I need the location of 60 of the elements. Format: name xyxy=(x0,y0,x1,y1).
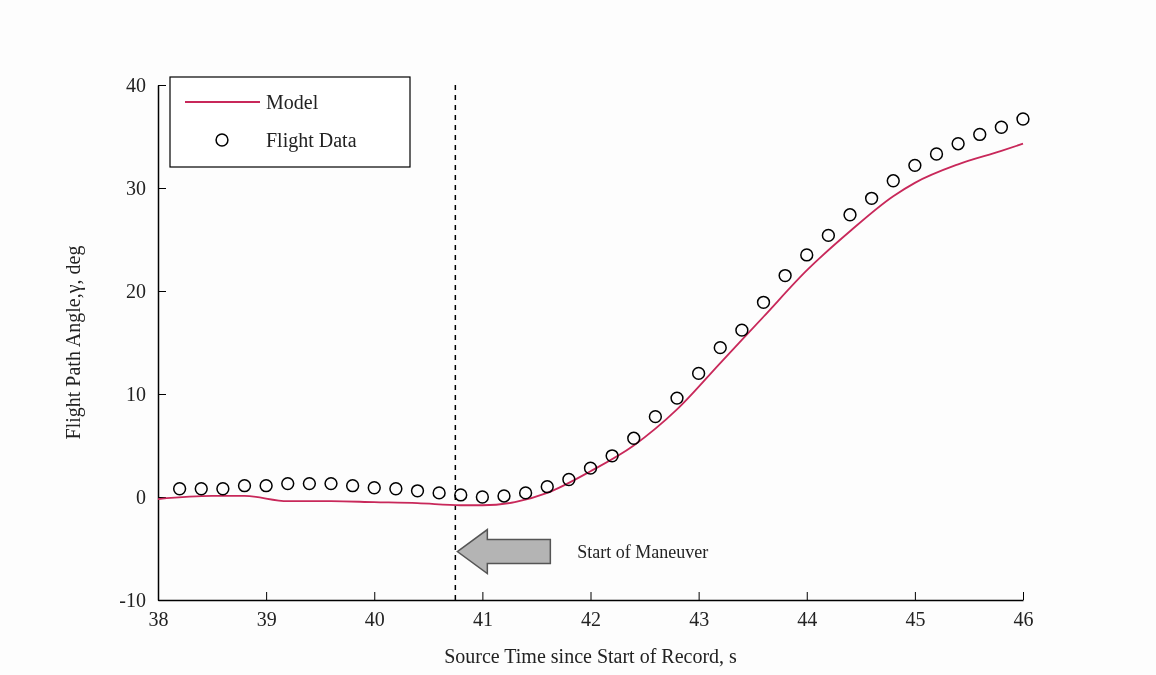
point xyxy=(648,410,663,424)
point xyxy=(605,449,619,463)
point xyxy=(973,127,987,142)
point xyxy=(216,482,230,496)
x-tick-label: 43 xyxy=(689,608,710,631)
y-tick-label: 20 xyxy=(126,279,146,302)
y-tick-label: 30 xyxy=(126,176,146,199)
x-tick-label: 39 xyxy=(256,608,277,631)
x-axis-title: Source Time since Start of Record, s xyxy=(444,645,738,667)
point xyxy=(324,476,338,491)
point xyxy=(864,191,879,205)
point xyxy=(410,484,425,498)
point xyxy=(756,295,771,309)
y-axis-title: Flight Path Angle,γ, deg xyxy=(62,245,85,440)
point xyxy=(302,476,317,491)
x-tick-label: 45 xyxy=(905,608,926,631)
x-tick-label: 42 xyxy=(581,608,601,631)
point xyxy=(1016,112,1030,126)
point xyxy=(670,391,684,405)
point xyxy=(194,482,208,496)
point xyxy=(691,366,706,381)
point xyxy=(583,461,598,475)
point xyxy=(886,174,900,188)
x-tick-label: 44 xyxy=(797,608,818,631)
point xyxy=(259,479,273,493)
point xyxy=(800,248,814,262)
point xyxy=(994,120,1009,134)
point xyxy=(237,479,252,493)
point xyxy=(475,490,490,504)
point xyxy=(929,147,944,161)
y-tick-label: -10 xyxy=(119,588,146,611)
y-tick-label: 40 xyxy=(126,73,146,96)
point xyxy=(172,482,187,496)
point xyxy=(518,486,533,500)
x-tick-label: 41 xyxy=(472,608,493,631)
annotation: Start of Maneuver xyxy=(577,541,709,562)
y-tick-label: 0 xyxy=(136,485,146,508)
point xyxy=(389,482,403,496)
point xyxy=(908,158,922,172)
point xyxy=(627,431,641,445)
point xyxy=(497,489,511,503)
x-tick-label: 38 xyxy=(148,608,169,631)
legend-label: Flight Data xyxy=(266,129,357,152)
point xyxy=(454,488,468,502)
point xyxy=(345,479,360,493)
x-tick-label: 46 xyxy=(1013,608,1034,631)
point xyxy=(713,340,727,355)
point xyxy=(432,486,446,500)
point xyxy=(821,228,836,243)
x-tick-label: 40 xyxy=(364,608,385,631)
point xyxy=(367,481,381,495)
point xyxy=(778,268,792,283)
point xyxy=(540,480,554,494)
point xyxy=(843,208,857,222)
point xyxy=(951,137,965,151)
y-tick-label: 10 xyxy=(126,382,146,405)
legend-label: Model xyxy=(266,91,319,113)
point xyxy=(281,476,295,491)
point xyxy=(735,323,749,337)
point xyxy=(562,472,576,487)
